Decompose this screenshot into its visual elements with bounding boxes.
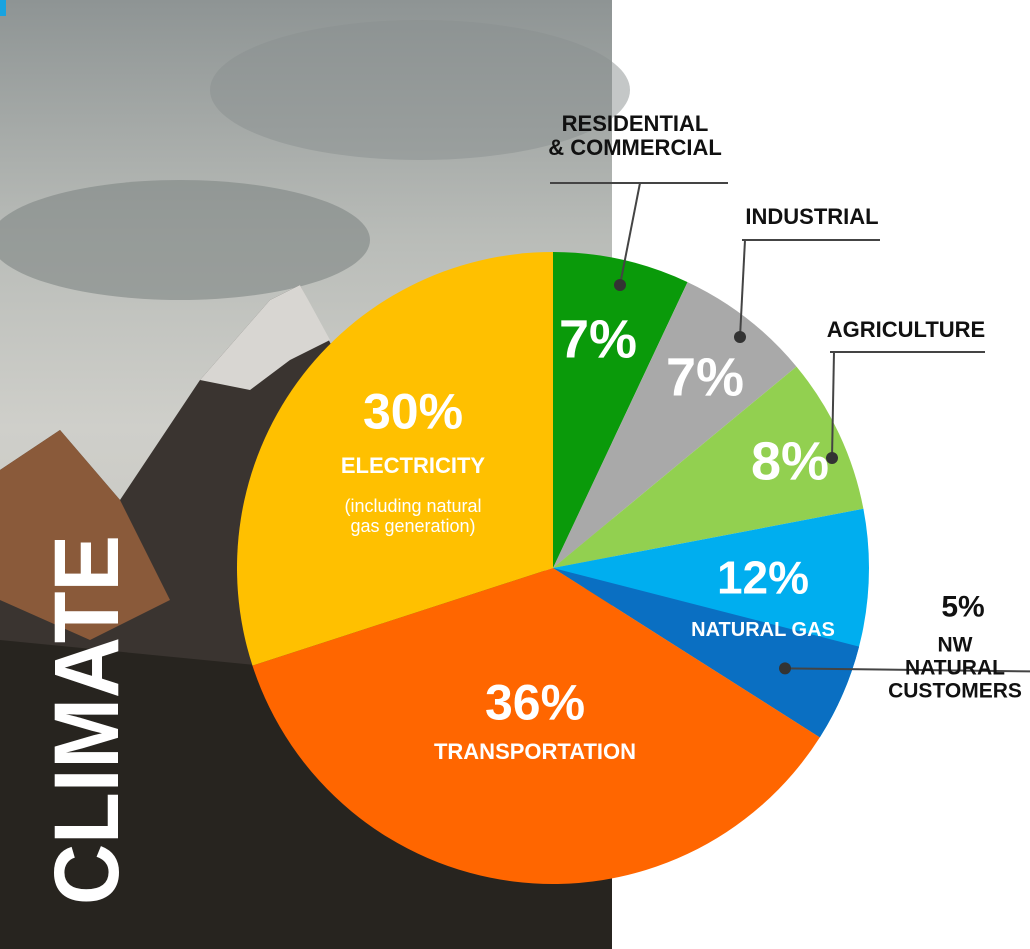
value-label: 8% bbox=[750, 431, 830, 492]
slice-name: NATURAL GAS bbox=[691, 619, 835, 641]
value-label: 30% bbox=[362, 383, 464, 440]
value-label: 12% bbox=[716, 551, 810, 604]
subset-name: NW NATURAL CUSTOMERS bbox=[888, 633, 1022, 703]
leader-dot bbox=[826, 452, 838, 464]
pie-slice bbox=[553, 282, 797, 568]
pie-slice bbox=[553, 366, 864, 568]
slice-name: AGRICULTURE bbox=[826, 316, 986, 342]
value-label: 7% bbox=[558, 309, 638, 370]
slice-name: ELECTRICITY bbox=[340, 452, 486, 478]
leader-dot bbox=[779, 662, 792, 675]
leader-line bbox=[619, 182, 641, 286]
slice-name: INDUSTRIAL bbox=[745, 203, 879, 229]
pie-slice bbox=[236, 252, 553, 666]
slice-name: TRANSPORTATION bbox=[433, 738, 637, 764]
leader-line bbox=[739, 239, 746, 338]
subset-value-label: 5% bbox=[941, 590, 985, 624]
pie-slice bbox=[252, 568, 820, 885]
leader-dot bbox=[614, 279, 626, 291]
slice-name: RESIDENTIAL & COMMERCIAL bbox=[548, 110, 722, 160]
slice-note: (including natural gas generation) bbox=[344, 496, 482, 536]
leader-dot bbox=[734, 331, 746, 343]
value-label: 36% bbox=[484, 674, 586, 731]
chart-title: CLIMATE bbox=[36, 535, 138, 905]
pie-subslice bbox=[553, 568, 860, 738]
value-label: 7% bbox=[665, 347, 745, 408]
pie-slice bbox=[553, 252, 688, 568]
leader-line bbox=[831, 351, 835, 459]
leader-line bbox=[784, 667, 1030, 673]
